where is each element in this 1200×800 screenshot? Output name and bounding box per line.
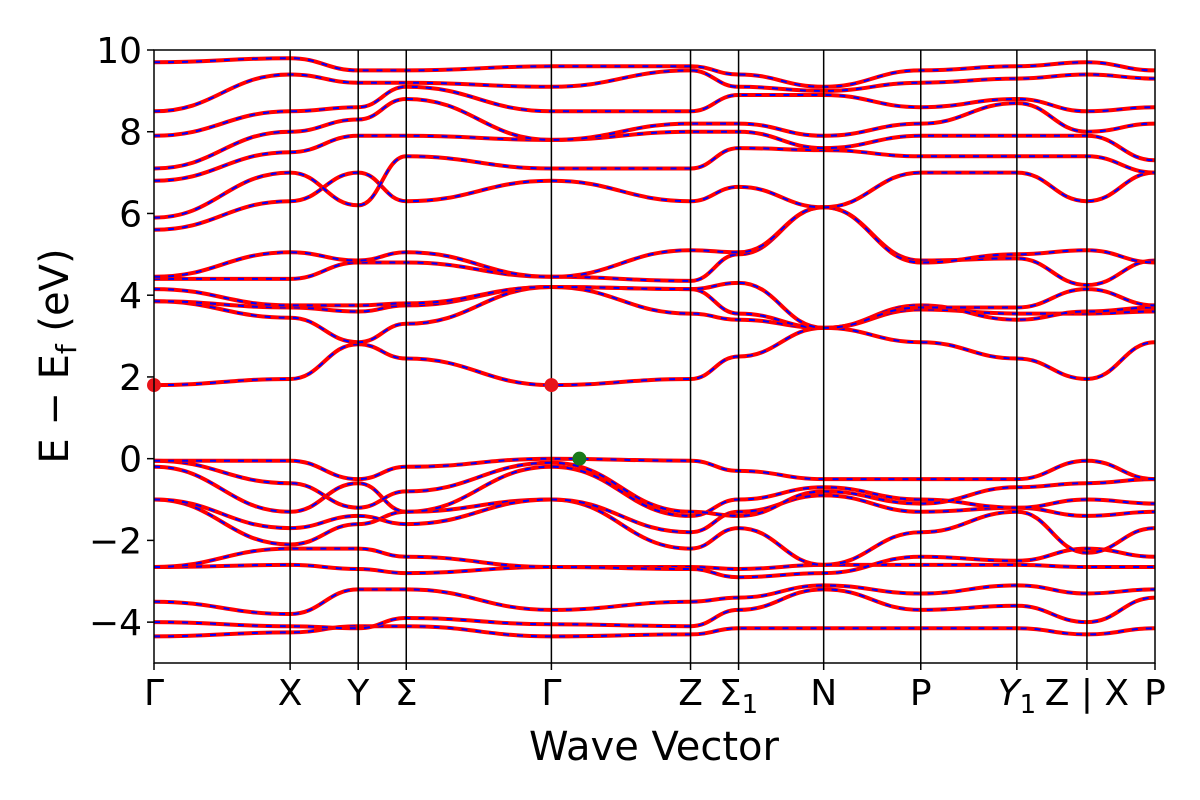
- x-tick-label: Z: [678, 673, 703, 714]
- band-line-dashed: [153, 465, 1156, 517]
- band-line-dashed: [153, 147, 1156, 219]
- y-tick-label: 6: [119, 194, 142, 235]
- band-line: [153, 464, 1156, 518]
- y-tick-label: −2: [89, 521, 142, 562]
- band-line-dashed: [153, 206, 1156, 278]
- x-tick-label: Γ: [144, 673, 164, 714]
- x-tick-label: Σ: [395, 673, 418, 714]
- cbm-marker: [544, 378, 559, 393]
- x-axis-title: Wave Vector: [529, 724, 780, 770]
- band-line-dashed: [153, 97, 1156, 170]
- x-tick-label: P: [1144, 673, 1166, 714]
- x-tick-label: Γ: [541, 673, 561, 714]
- band-line: [153, 587, 1156, 631]
- plot-frame: [153, 49, 1156, 664]
- y-tick-label: 8: [119, 113, 142, 154]
- y-axis-title-subscript: f: [50, 343, 83, 354]
- x-tick-label: Y: [346, 673, 370, 714]
- band-line: [154, 205, 1156, 288]
- band-line-dashed: [153, 584, 1156, 616]
- band-line-dashed: [154, 206, 1156, 287]
- band-line: [153, 583, 1156, 617]
- x-tick-label: Σ1: [719, 673, 758, 720]
- band-line-dashed: [153, 85, 1156, 137]
- y-tick-label: 2: [119, 358, 142, 399]
- x-tick-label: Y1: [998, 673, 1037, 720]
- y-tick-label: 10: [96, 31, 142, 72]
- band-line-dashed: [153, 171, 1156, 231]
- band-line: [153, 146, 1156, 220]
- band-edge-markers: [147, 378, 587, 466]
- x-tick-label: P: [910, 673, 932, 714]
- band-line: [153, 284, 1156, 345]
- x-tick-label: N: [810, 673, 837, 714]
- x-axis-ticks: Γ X Y Σ Γ Z Σ1 N P Y1 Z | X P: [144, 663, 1166, 720]
- band-line-dashed: [153, 457, 1156, 481]
- band-line: [153, 325, 1156, 388]
- band-line-dashed: [153, 69, 1156, 113]
- y-tick-label: 4: [119, 276, 142, 317]
- band-line: [153, 456, 1156, 482]
- y-axis-title: E − Ef (eV): [32, 248, 83, 463]
- band-line-dashed: [153, 563, 1155, 575]
- band-line: [153, 170, 1156, 232]
- x-tick-label: Z | X: [1045, 673, 1129, 714]
- band-line: [153, 205, 1156, 279]
- band-line: [153, 458, 1156, 518]
- vbm-marker: [572, 451, 587, 466]
- y-tick-label: 0: [119, 440, 142, 481]
- kpoint-divider-lines: [289, 50, 1088, 663]
- y-axis-ticks: −4 −2 0 2 4 6 8 10: [89, 31, 154, 644]
- band-line-dashed: [153, 326, 1156, 387]
- y-tick-label: −4: [89, 603, 142, 644]
- band-line-dashed: [153, 588, 1156, 630]
- band-line: [153, 84, 1156, 138]
- x-tick-label: X: [278, 673, 303, 714]
- band-lines: [153, 56, 1156, 639]
